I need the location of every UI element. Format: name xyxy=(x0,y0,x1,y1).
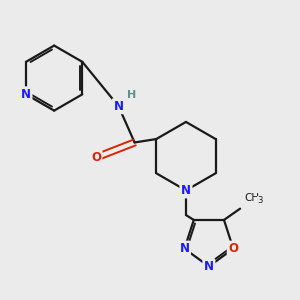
Text: O: O xyxy=(228,242,238,255)
Text: N: N xyxy=(204,260,214,273)
Text: N: N xyxy=(181,184,191,197)
Text: N: N xyxy=(113,100,124,113)
Text: H: H xyxy=(127,90,136,100)
Text: 3: 3 xyxy=(257,196,262,205)
Text: O: O xyxy=(91,151,101,164)
Text: N: N xyxy=(21,88,31,101)
Text: N: N xyxy=(179,242,190,255)
Text: CH: CH xyxy=(244,193,260,203)
